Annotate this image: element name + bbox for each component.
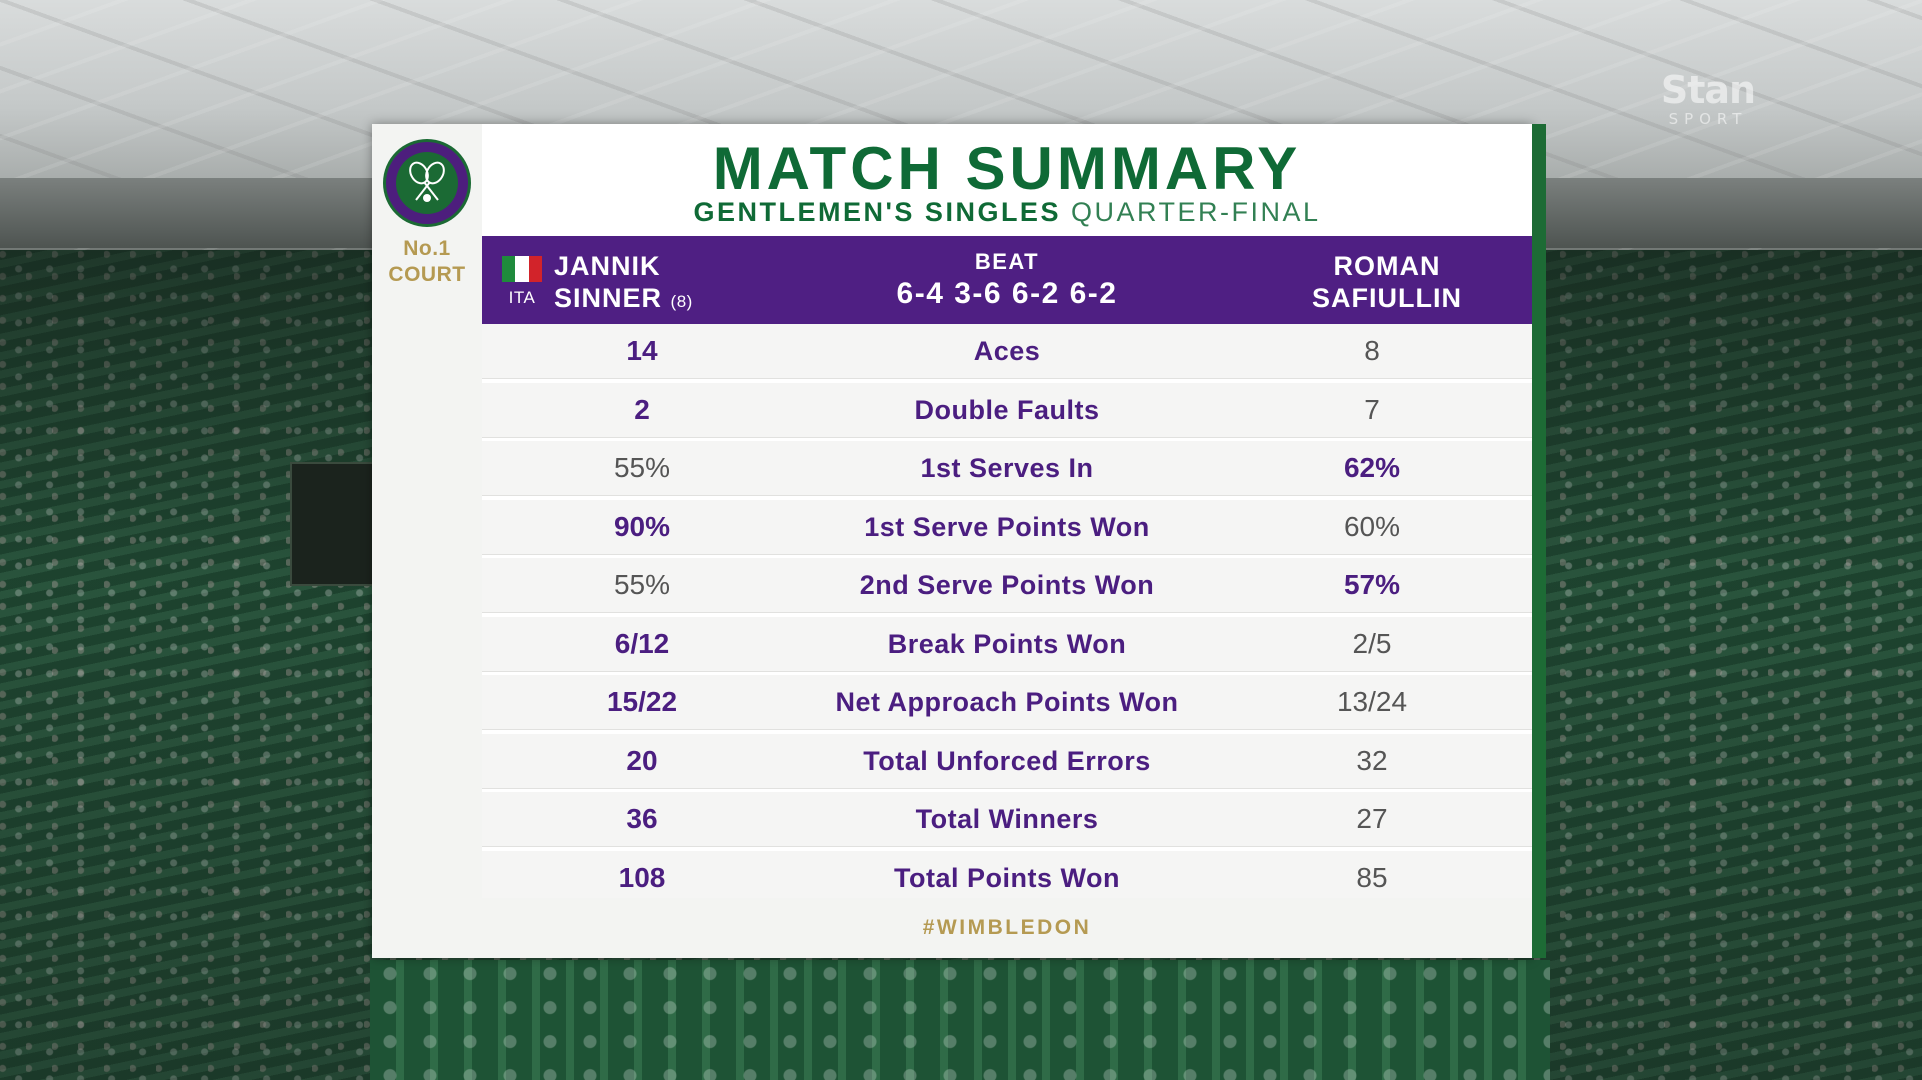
court-number: No.1 [403, 237, 451, 260]
player2-stat: 32 [1356, 744, 1388, 776]
court-label: No.1 COURT [372, 236, 482, 288]
stat-row: 36 Total Winners 27 [482, 792, 1532, 847]
stat-row: 14 Aces 8 [482, 324, 1532, 379]
player2-stat: 2/5 [1352, 627, 1392, 659]
player2-name: ROMAN SAFIULLIN [1312, 250, 1462, 314]
player1-stat: 15/22 [606, 686, 678, 717]
hashtag: #WIMBLEDON [482, 898, 1532, 958]
court-scoreboard [290, 462, 376, 586]
player2-stat: 7 [1364, 393, 1380, 425]
event-subtitle: GENTLEMEN'S SINGLES QUARTER-FINAL [482, 196, 1532, 228]
logo-inner-ring [396, 152, 458, 214]
stat-row: 2 Double Faults 7 [482, 382, 1532, 438]
player1-stat: 55% [613, 452, 671, 483]
player1-name: JANNIK SINNER (8) [554, 250, 693, 318]
stat-label: Total Winners [915, 804, 1099, 834]
player1-stat: 6/12 [614, 627, 670, 659]
player2-first-name: ROMAN [1333, 251, 1441, 281]
player2-stat: 85 [1356, 861, 1388, 893]
player1-stat: 20 [626, 744, 658, 776]
player2-stat: 57% [1343, 569, 1401, 600]
round-name: QUARTER-FINAL [1070, 197, 1321, 227]
player1-last-name: SINNER [554, 283, 663, 313]
stat-row: 55% 2nd Serve Points Won 57% [482, 558, 1532, 613]
wimbledon-logo [386, 142, 468, 224]
stat-label: Double Faults [914, 394, 1100, 425]
stat-row: 55% 1st Serves In 62% [482, 441, 1532, 496]
stat-label: Total Points Won [894, 862, 1120, 893]
players-bar: ITA JANNIK SINNER (8) BEAT 6-4 3-6 6-2 6… [482, 236, 1532, 324]
player2-stat: 62% [1343, 452, 1401, 483]
player1-stat: 14 [626, 335, 658, 366]
stat-label: Break Points Won [887, 628, 1127, 659]
player1-stat: 108 [618, 861, 666, 893]
stat-label: 2nd Serve Points Won [859, 570, 1155, 600]
lower-stands [370, 960, 1550, 1080]
stat-row: 15/22 Net Approach Points Won 13/24 [482, 675, 1532, 730]
panel-header: MATCH SUMMARY GENTLEMEN'S SINGLES QUARTE… [482, 124, 1532, 236]
broadcaster-sub: SPORT [1668, 110, 1748, 128]
court-word: COURT [388, 263, 466, 286]
stat-row: 20 Total Unforced Errors 32 [482, 733, 1532, 789]
page-title: MATCH SUMMARY [712, 135, 1302, 202]
event-name: GENTLEMEN'S SINGLES [693, 197, 1061, 227]
player2-stat: 60% [1343, 510, 1401, 542]
stat-label: Net Approach Points Won [835, 687, 1179, 717]
match-summary-panel: No.1 COURT MATCH SUMMARY GENTLEMEN'S SIN… [372, 124, 1532, 958]
stat-row: 6/12 Break Points Won 2/5 [482, 616, 1532, 672]
stat-label: Aces [973, 336, 1041, 366]
player2-last-name: SAFIULLIN [1312, 283, 1462, 313]
broadcaster-logo: Stan SPORT [1648, 70, 1768, 140]
player1-stat: 36 [626, 803, 658, 834]
player1-stat: 90% [613, 510, 671, 542]
player2-stat: 27 [1356, 803, 1388, 834]
match-result: BEAT 6-4 3-6 6-2 6-2 [757, 248, 1257, 312]
stat-row: 90% 1st Serve Points Won 60% [482, 499, 1532, 555]
stat-label: 1st Serve Points Won [864, 511, 1150, 542]
player2-stat: 13/24 [1336, 686, 1408, 717]
player1-country: ITA [508, 288, 536, 307]
match-score: 6-4 3-6 6-2 6-2 [896, 277, 1118, 310]
broadcaster-name: Stan [1660, 68, 1756, 112]
player1-stat: 55% [613, 569, 671, 600]
stat-label: Total Unforced Errors [863, 745, 1151, 776]
stat-label: 1st Serves In [920, 453, 1094, 483]
italy-flag-icon [502, 256, 542, 282]
result-word: BEAT [974, 249, 1040, 274]
crossed-rackets-icon [409, 161, 445, 202]
panel-green-edge [1532, 124, 1546, 958]
panel-sidebar: No.1 COURT [372, 124, 482, 958]
player1-first-name: JANNIK [554, 251, 661, 281]
player1-seed: (8) [670, 292, 693, 311]
player2-stat: 8 [1364, 335, 1380, 366]
player1-stat: 2 [634, 393, 650, 425]
stats-table: 14 Aces 8 2 Double Faults 7 55% 1st Serv… [482, 324, 1532, 909]
